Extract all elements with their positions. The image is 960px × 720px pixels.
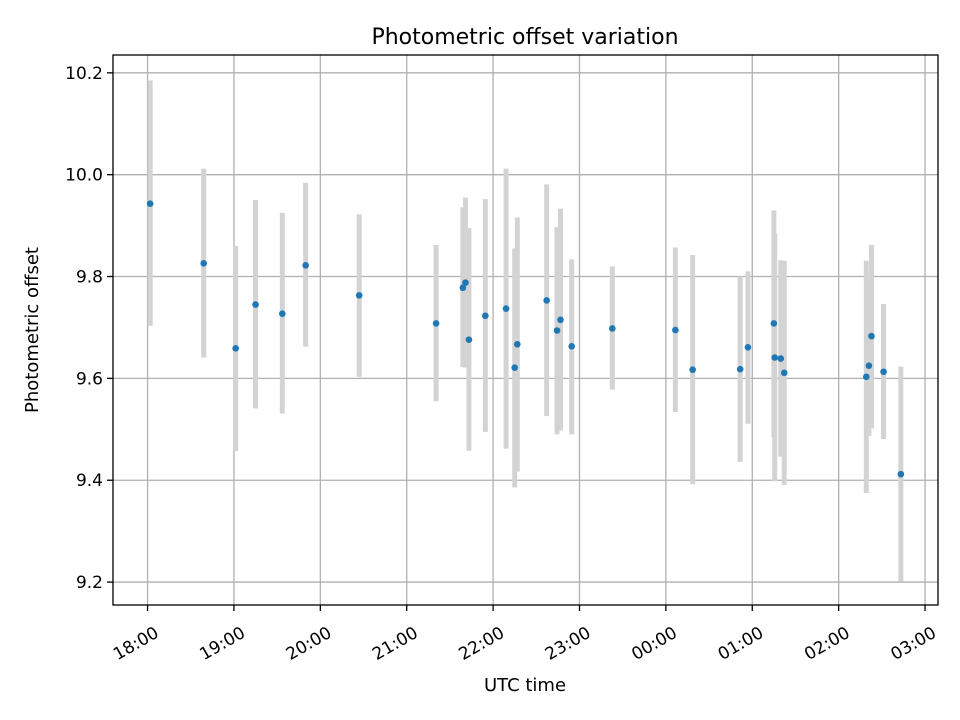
data-point <box>609 325 616 332</box>
x-axis-label: UTC time <box>484 675 566 696</box>
data-point <box>780 369 788 377</box>
y-tick-label: 10.0 <box>65 166 103 186</box>
chart-title: Photometric offset variation <box>371 25 678 50</box>
data-point <box>736 365 744 373</box>
data-point <box>744 344 752 351</box>
data-point <box>252 301 259 308</box>
data-point <box>771 354 779 361</box>
data-point <box>568 342 576 350</box>
data-point <box>302 262 309 269</box>
data-points <box>146 200 905 478</box>
data-point <box>459 284 467 292</box>
plot-frame <box>112 54 939 606</box>
data-point <box>543 297 550 304</box>
data-point <box>502 305 510 312</box>
grid <box>113 55 938 605</box>
data-point <box>777 355 785 362</box>
data-point <box>465 336 473 343</box>
data-point <box>279 310 286 318</box>
data-point <box>672 326 679 334</box>
data-point <box>200 259 208 267</box>
data-point <box>146 200 154 208</box>
y-tick-label: 9.6 <box>76 369 103 389</box>
data-point <box>689 366 696 374</box>
data-point <box>355 292 363 299</box>
data-point <box>482 312 489 320</box>
data-point <box>513 340 521 348</box>
y-tick-label: 10.2 <box>65 64 103 84</box>
data-point <box>770 320 778 327</box>
y-axis-ticks: 9.2 9.4 9.6 9.8 10.0 10.2 <box>65 64 113 593</box>
y-axis-label: Photometric offset <box>22 247 43 413</box>
data-point <box>462 279 469 286</box>
y-tick-label: 9.4 <box>76 471 103 491</box>
data-point <box>232 345 239 352</box>
data-point <box>511 364 519 371</box>
data-point <box>557 316 564 324</box>
data-point <box>880 368 887 376</box>
data-point <box>868 332 875 340</box>
data-point <box>553 327 561 334</box>
y-tick-label: 9.8 <box>76 268 103 288</box>
data-point <box>865 362 873 369</box>
y-tick-label: 9.2 <box>76 573 103 593</box>
data-point <box>862 373 870 381</box>
data-point <box>897 470 905 478</box>
data-point <box>432 320 440 327</box>
